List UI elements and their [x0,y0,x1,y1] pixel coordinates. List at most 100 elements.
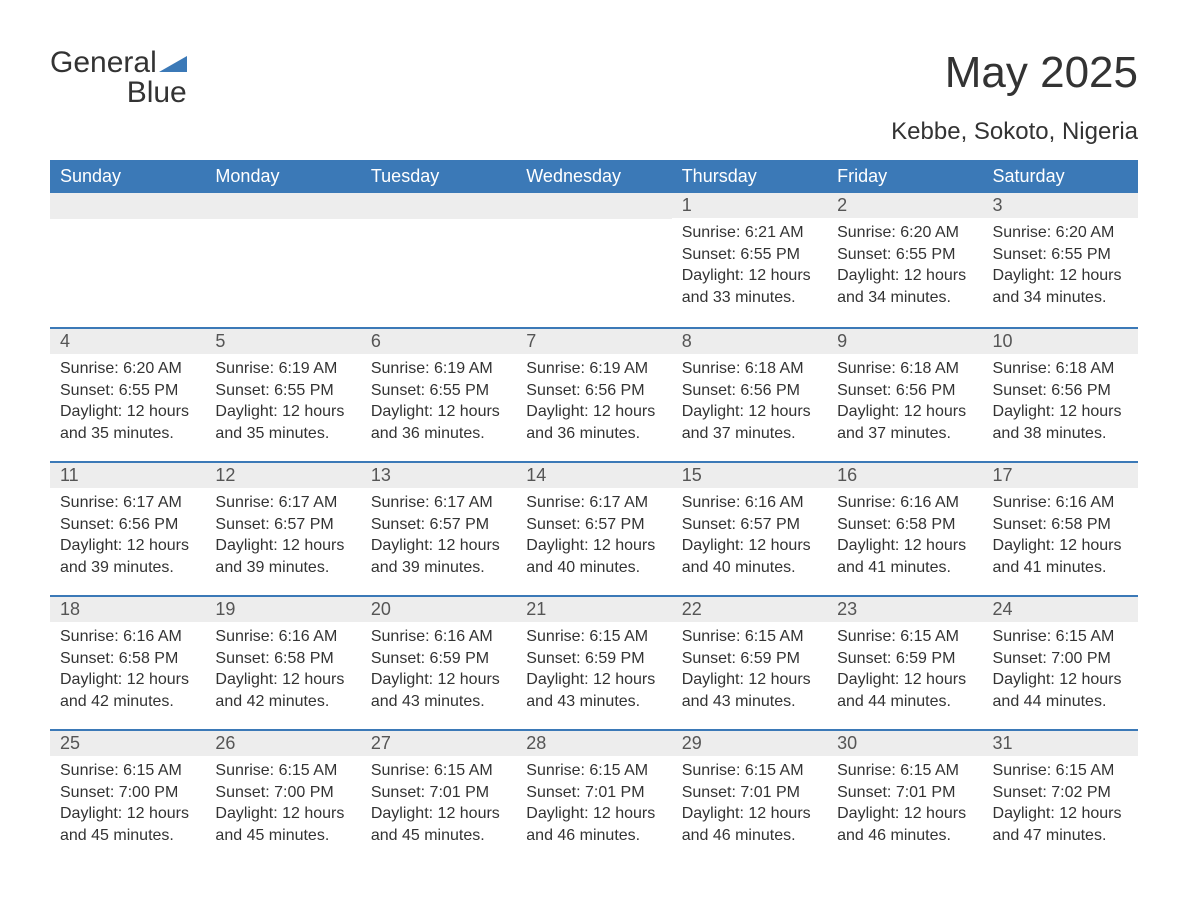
day-details: Sunrise: 6:15 AMSunset: 6:59 PMDaylight:… [672,622,827,716]
sunrise-text: Sunrise: 6:20 AM [837,222,972,244]
day-number: 10 [983,327,1138,354]
daylight-text: Daylight: 12 hours and 47 minutes. [993,803,1128,846]
weekday-header: Monday [205,160,360,193]
calendar-day-cell: 23Sunrise: 6:15 AMSunset: 6:59 PMDayligh… [827,595,982,729]
day-details: Sunrise: 6:18 AMSunset: 6:56 PMDaylight:… [983,354,1138,448]
day-details: Sunrise: 6:18 AMSunset: 6:56 PMDaylight:… [827,354,982,448]
day-details: Sunrise: 6:15 AMSunset: 7:01 PMDaylight:… [361,756,516,850]
sunrise-text: Sunrise: 6:16 AM [215,626,350,648]
day-details: Sunrise: 6:15 AMSunset: 7:02 PMDaylight:… [983,756,1138,850]
daylight-text: Daylight: 12 hours and 35 minutes. [215,401,350,444]
sunset-text: Sunset: 6:56 PM [993,380,1128,402]
day-details: Sunrise: 6:19 AMSunset: 6:56 PMDaylight:… [516,354,671,448]
month-title: May 2025 [945,48,1138,98]
day-number: 5 [205,327,360,354]
sunrise-text: Sunrise: 6:17 AM [60,492,195,514]
day-details: Sunrise: 6:19 AMSunset: 6:55 PMDaylight:… [205,354,360,448]
day-number: 7 [516,327,671,354]
daylight-text: Daylight: 12 hours and 34 minutes. [837,265,972,308]
day-details: Sunrise: 6:16 AMSunset: 6:57 PMDaylight:… [672,488,827,582]
day-number: 12 [205,461,360,488]
sunset-text: Sunset: 6:59 PM [371,648,506,670]
sunrise-text: Sunrise: 6:15 AM [215,760,350,782]
empty-day-strip [205,193,360,219]
daylight-text: Daylight: 12 hours and 36 minutes. [526,401,661,444]
calendar-week-row: 18Sunrise: 6:16 AMSunset: 6:58 PMDayligh… [50,595,1138,729]
daylight-text: Daylight: 12 hours and 39 minutes. [371,535,506,578]
calendar-day-cell: 6Sunrise: 6:19 AMSunset: 6:55 PMDaylight… [361,327,516,461]
sunrise-text: Sunrise: 6:19 AM [215,358,350,380]
sunset-text: Sunset: 6:55 PM [993,244,1128,266]
calendar-day-cell: 1Sunrise: 6:21 AMSunset: 6:55 PMDaylight… [672,193,827,327]
calendar-day-cell: 24Sunrise: 6:15 AMSunset: 7:00 PMDayligh… [983,595,1138,729]
daylight-text: Daylight: 12 hours and 33 minutes. [682,265,817,308]
calendar-day-cell: 20Sunrise: 6:16 AMSunset: 6:59 PMDayligh… [361,595,516,729]
day-number: 4 [50,327,205,354]
sunset-text: Sunset: 6:56 PM [682,380,817,402]
location-text: Kebbe, Sokoto, Nigeria [50,118,1138,146]
day-details: Sunrise: 6:16 AMSunset: 6:58 PMDaylight:… [205,622,360,716]
sunset-text: Sunset: 6:57 PM [215,514,350,536]
day-number: 18 [50,595,205,622]
sunset-text: Sunset: 6:58 PM [215,648,350,670]
sunset-text: Sunset: 6:58 PM [837,514,972,536]
sunrise-text: Sunrise: 6:15 AM [371,760,506,782]
sunrise-text: Sunrise: 6:15 AM [526,760,661,782]
weekday-header: Saturday [983,160,1138,193]
daylight-text: Daylight: 12 hours and 43 minutes. [526,669,661,712]
day-details: Sunrise: 6:15 AMSunset: 7:01 PMDaylight:… [827,756,982,850]
calendar-day-cell: 26Sunrise: 6:15 AMSunset: 7:00 PMDayligh… [205,729,360,863]
day-details: Sunrise: 6:19 AMSunset: 6:55 PMDaylight:… [361,354,516,448]
sunrise-text: Sunrise: 6:17 AM [526,492,661,514]
day-number: 20 [361,595,516,622]
calendar-day-cell: 19Sunrise: 6:16 AMSunset: 6:58 PMDayligh… [205,595,360,729]
sunset-text: Sunset: 6:56 PM [837,380,972,402]
calendar-day-cell: 4Sunrise: 6:20 AMSunset: 6:55 PMDaylight… [50,327,205,461]
sunrise-text: Sunrise: 6:15 AM [993,760,1128,782]
calendar-day-cell: 15Sunrise: 6:16 AMSunset: 6:57 PMDayligh… [672,461,827,595]
day-number: 11 [50,461,205,488]
sunset-text: Sunset: 7:00 PM [215,782,350,804]
daylight-text: Daylight: 12 hours and 46 minutes. [837,803,972,846]
day-details: Sunrise: 6:17 AMSunset: 6:57 PMDaylight:… [205,488,360,582]
calendar-day-cell: 11Sunrise: 6:17 AMSunset: 6:56 PMDayligh… [50,461,205,595]
sunrise-text: Sunrise: 6:18 AM [682,358,817,380]
sunset-text: Sunset: 6:55 PM [371,380,506,402]
empty-day-strip [50,193,205,219]
sunset-text: Sunset: 7:01 PM [371,782,506,804]
day-details: Sunrise: 6:18 AMSunset: 6:56 PMDaylight:… [672,354,827,448]
sunrise-text: Sunrise: 6:19 AM [526,358,661,380]
day-number: 17 [983,461,1138,488]
brand-triangle-icon [159,52,187,77]
calendar-day-cell: 27Sunrise: 6:15 AMSunset: 7:01 PMDayligh… [361,729,516,863]
sunset-text: Sunset: 6:59 PM [682,648,817,670]
day-details: Sunrise: 6:17 AMSunset: 6:57 PMDaylight:… [516,488,671,582]
calendar-empty-cell [361,193,516,327]
sunrise-text: Sunrise: 6:20 AM [993,222,1128,244]
sunrise-text: Sunrise: 6:15 AM [837,626,972,648]
sunset-text: Sunset: 6:55 PM [60,380,195,402]
day-number: 8 [672,327,827,354]
day-number: 15 [672,461,827,488]
calendar-day-cell: 12Sunrise: 6:17 AMSunset: 6:57 PMDayligh… [205,461,360,595]
day-details: Sunrise: 6:16 AMSunset: 6:58 PMDaylight:… [50,622,205,716]
day-number: 25 [50,729,205,756]
sunset-text: Sunset: 6:55 PM [215,380,350,402]
sunrise-text: Sunrise: 6:15 AM [60,760,195,782]
calendar-week-row: 25Sunrise: 6:15 AMSunset: 7:00 PMDayligh… [50,729,1138,863]
calendar-week-row: 1Sunrise: 6:21 AMSunset: 6:55 PMDaylight… [50,193,1138,327]
sunrise-text: Sunrise: 6:15 AM [993,626,1128,648]
sunrise-text: Sunrise: 6:16 AM [993,492,1128,514]
sunrise-text: Sunrise: 6:15 AM [837,760,972,782]
day-details: Sunrise: 6:15 AMSunset: 7:00 PMDaylight:… [983,622,1138,716]
daylight-text: Daylight: 12 hours and 45 minutes. [60,803,195,846]
sunset-text: Sunset: 6:58 PM [993,514,1128,536]
calendar-day-cell: 21Sunrise: 6:15 AMSunset: 6:59 PMDayligh… [516,595,671,729]
sunrise-text: Sunrise: 6:19 AM [371,358,506,380]
sunrise-text: Sunrise: 6:18 AM [993,358,1128,380]
sunrise-text: Sunrise: 6:16 AM [371,626,506,648]
daylight-text: Daylight: 12 hours and 37 minutes. [682,401,817,444]
daylight-text: Daylight: 12 hours and 40 minutes. [682,535,817,578]
day-details: Sunrise: 6:17 AMSunset: 6:56 PMDaylight:… [50,488,205,582]
day-number: 13 [361,461,516,488]
